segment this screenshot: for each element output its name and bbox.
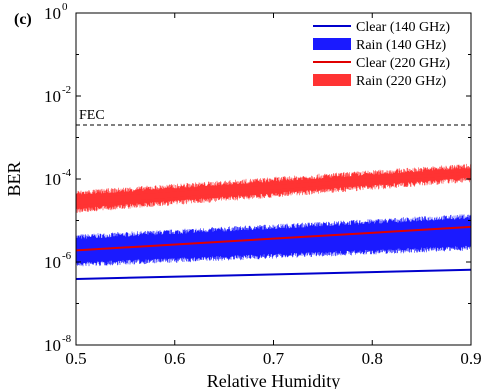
y-tick-exponent: -4 — [62, 167, 72, 179]
x-tick-label: 0.5 — [65, 349, 86, 368]
fec-label: FEC — [79, 108, 105, 123]
legend-label: Rain (220 GHz) — [356, 74, 447, 89]
legend-item-3: Rain (220 GHz) — [313, 74, 447, 89]
legend: Clear (140 GHz) Rain (140 GHz) Clear (220 … — [313, 20, 450, 89]
legend-item-2: Clear (220 GHz) — [313, 56, 450, 71]
series-band-3 — [75, 163, 472, 213]
x-axis-label: Relative Humidity — [207, 371, 340, 389]
x-tick-label: 0.7 — [263, 349, 285, 368]
y-tick-label: 10 — [44, 4, 61, 23]
y-tick-label: 10 — [44, 336, 61, 355]
fec-threshold: FEC — [76, 108, 471, 126]
legend-item-0: Clear (140 GHz) — [313, 20, 450, 35]
data-layer — [75, 163, 472, 280]
series-band-1 — [75, 214, 472, 267]
y-tick-exponent: -8 — [62, 333, 72, 345]
x-tick-label: 0.6 — [164, 349, 185, 368]
y-axis-label: BER — [4, 161, 24, 196]
series-line-2 — [75, 225, 472, 252]
legend-label: Clear (220 GHz) — [356, 56, 450, 71]
y-tick-label: 10 — [44, 87, 61, 106]
y-tick-label: 10 — [44, 253, 61, 272]
y-tick-label: 10 — [44, 170, 61, 189]
legend-swatch-patch — [313, 74, 351, 86]
x-tick-label: 0.9 — [460, 349, 481, 368]
series-line-0 — [75, 268, 472, 280]
panel-label: (c) — [14, 11, 32, 28]
y-tick-exponent: -2 — [62, 84, 71, 96]
y-tick-exponent: -6 — [62, 250, 72, 262]
band-area — [76, 218, 471, 262]
legend-label: Rain (140 GHz) — [356, 38, 447, 53]
x-tick-label: 0.8 — [362, 349, 383, 368]
y-tick-exponent: 0 — [62, 1, 68, 13]
legend-label: Clear (140 GHz) — [356, 20, 450, 35]
legend-swatch-patch — [313, 38, 351, 50]
legend-item-1: Rain (140 GHz) — [313, 38, 447, 53]
